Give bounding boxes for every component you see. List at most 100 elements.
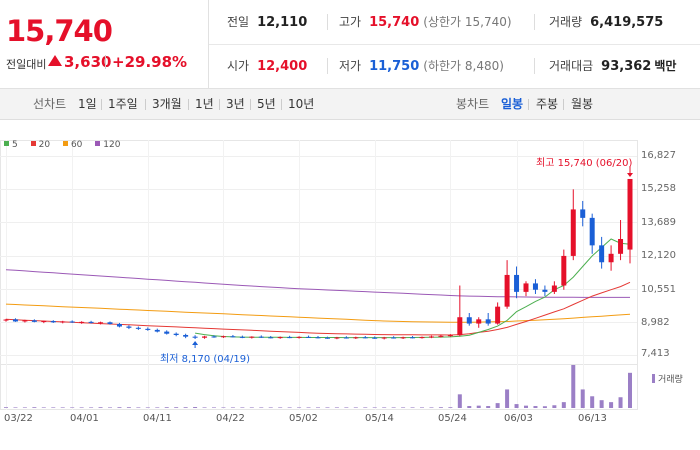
divider <box>327 58 328 74</box>
stat-high: 고가 15,740 (상한가 15,740) <box>339 0 512 44</box>
candle-body <box>183 334 189 337</box>
candle-body <box>589 217 595 246</box>
volume-bar <box>240 407 245 408</box>
divider <box>188 99 189 110</box>
x-tick: 03/22 <box>4 413 33 424</box>
volume-bar <box>13 407 18 408</box>
candle-body <box>419 337 425 339</box>
period-1day[interactable]: 1일 <box>78 97 97 111</box>
volume-bar <box>353 407 358 408</box>
legend-ma120: 120 <box>95 140 120 150</box>
candle-body <box>3 319 9 321</box>
stat-label: 저가 <box>339 59 362 73</box>
candle-body <box>608 253 614 263</box>
y-tick: 16,827 <box>641 150 676 161</box>
candle-weekly[interactable]: 주봉 <box>536 97 559 111</box>
volume-bar <box>628 372 632 408</box>
divider <box>534 14 535 30</box>
candle-body <box>22 320 28 322</box>
volume-bar <box>126 407 131 408</box>
candle-body <box>220 336 226 338</box>
y-tick: 8,982 <box>641 317 670 328</box>
candle-body <box>438 335 444 337</box>
volume-bar <box>202 407 207 408</box>
period-3month[interactable]: 3개월 <box>152 97 182 111</box>
candle-body <box>69 321 75 323</box>
volume-bar <box>533 406 538 408</box>
candle-body <box>447 335 453 337</box>
volume-panel-frame <box>0 364 638 410</box>
candle-body <box>466 317 472 324</box>
volume-bar <box>382 407 387 408</box>
divider <box>145 99 146 110</box>
candle-body <box>116 323 122 327</box>
stats-grid: 전일 12,110 고가 15,740 (상한가 15,740) 거래량 6,419,5… <box>209 0 700 88</box>
candle-body <box>88 321 94 323</box>
candle-body <box>98 322 104 324</box>
volume-bar <box>108 407 112 408</box>
candle-body <box>277 337 283 339</box>
volume-bar <box>334 407 339 408</box>
volume-bar <box>193 407 198 408</box>
candle-body <box>362 337 368 339</box>
stats-row: 시가 12,400 저가 11,750 (하한가 8,480) 거래대금 93,362 백… <box>209 44 700 88</box>
volume-bar <box>580 389 585 408</box>
volume-bar <box>79 407 84 408</box>
volume-swatch <box>652 374 655 383</box>
stat-volume: 거래량 6,419,575 <box>549 0 663 44</box>
stat-open: 시가 12,400 <box>227 44 307 88</box>
volume-bar <box>618 397 623 408</box>
stat-label: 거래량 <box>549 15 583 29</box>
ma-legend: 5 20 60 120 <box>4 140 130 150</box>
volume-bar <box>212 407 216 408</box>
period-10year[interactable]: 10년 <box>288 97 315 111</box>
volume-bar <box>420 407 424 408</box>
volume-bar <box>590 396 595 408</box>
volume-bar <box>486 406 491 408</box>
period-1week[interactable]: 1주일 <box>108 97 138 111</box>
candle-body <box>532 283 538 290</box>
candle-body <box>514 274 520 292</box>
divider <box>250 99 251 110</box>
period-3year[interactable]: 3년 <box>226 97 245 111</box>
candle-body <box>202 336 208 338</box>
candle-body <box>343 337 349 339</box>
period-1year[interactable]: 1년 <box>195 97 214 111</box>
candle-body <box>495 306 501 324</box>
candle-body <box>164 331 170 334</box>
volume-bar <box>230 407 235 408</box>
x-tick: 05/02 <box>289 413 318 424</box>
volume-bar <box>22 407 27 408</box>
candle-body <box>239 336 245 338</box>
candle-body <box>306 336 312 338</box>
y-tick: 12,120 <box>641 250 676 261</box>
volume-bar <box>609 402 614 408</box>
candle-monthly[interactable]: 월봉 <box>571 97 594 111</box>
candle-body <box>570 209 576 256</box>
chart-toolbar: 선차트 1일 1주일 3개월 1년 3년 5년 10년 봉차트 일봉 주봉 월봉 <box>0 89 700 120</box>
candle-body <box>391 337 397 339</box>
volume-bar <box>429 407 434 408</box>
volume-bar <box>145 407 150 408</box>
volume-bar <box>391 407 396 408</box>
candle-body <box>12 319 18 322</box>
candle-daily[interactable]: 일봉 <box>501 97 524 111</box>
candle-body <box>230 336 236 338</box>
line-chart-label: 선차트 <box>33 97 67 111</box>
volume-bar <box>4 407 8 408</box>
candle-body <box>353 337 359 339</box>
legend-label: 60 <box>70 140 83 150</box>
x-tick: 05/14 <box>365 413 394 424</box>
candle-body <box>315 337 321 339</box>
volume-bar <box>41 407 46 408</box>
stat-label: 시가 <box>227 59 250 73</box>
high-marker-arrow-icon <box>627 172 633 177</box>
volume-bar <box>278 407 283 408</box>
volume-bar <box>306 407 311 408</box>
period-5year[interactable]: 5년 <box>257 97 276 111</box>
price-chart[interactable] <box>0 120 700 450</box>
legend-ma20: 20 <box>30 140 50 150</box>
x-tick: 05/24 <box>438 413 467 424</box>
candle-body <box>485 319 491 324</box>
volume-bar <box>174 407 179 408</box>
